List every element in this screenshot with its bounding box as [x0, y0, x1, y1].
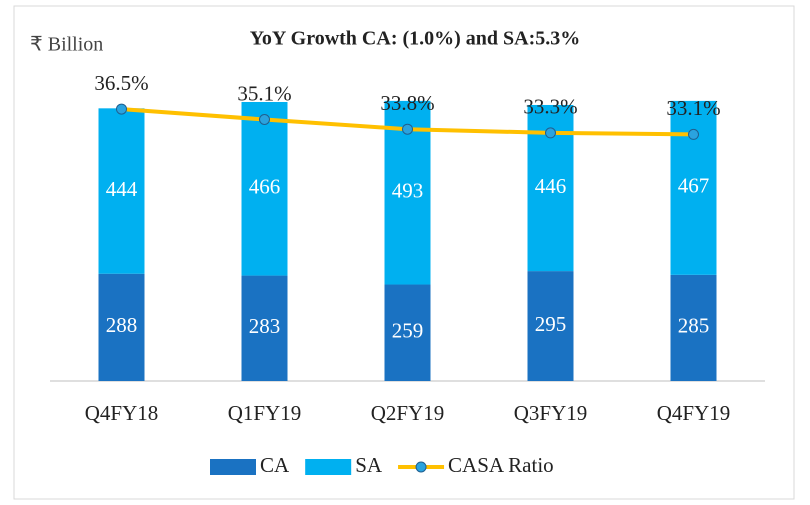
ratio-marker — [259, 114, 270, 126]
x-tick-label: Q4FY18 — [85, 401, 159, 425]
bar-value-label: 295 — [535, 312, 567, 336]
bar-value-label: 283 — [249, 314, 281, 338]
bar-value-label: 446 — [535, 174, 567, 198]
bar-value-label: 285 — [678, 314, 710, 338]
bar-value-label: 259 — [392, 319, 424, 343]
legend-swatch — [210, 459, 256, 475]
bar-value-label: 466 — [249, 175, 281, 199]
ratio-label: 36.5% — [94, 71, 148, 95]
legend-marker — [415, 461, 427, 473]
bar-value-label: 288 — [106, 313, 138, 337]
y-axis-label: ₹ Billion — [30, 34, 103, 56]
legend-swatch — [305, 459, 352, 475]
ratio-marker — [688, 128, 699, 140]
ratio-marker — [116, 103, 127, 115]
ratio-label: 33.1% — [666, 96, 720, 120]
ratio-label: 35.1% — [237, 81, 291, 105]
bar-segment — [670, 274, 717, 381]
ratio-marker — [402, 123, 413, 135]
bar-value-label: 467 — [678, 174, 710, 198]
legend-label: CASA Ratio — [448, 453, 554, 477]
bar-segment — [527, 271, 574, 381]
bar-segment — [98, 108, 145, 274]
x-tick-label: Q2FY19 — [371, 401, 445, 425]
x-tick-label: Q1FY19 — [228, 401, 302, 425]
bar-value-label: 493 — [392, 179, 424, 203]
legend-label: CA — [260, 453, 290, 477]
bar-segment — [98, 273, 145, 381]
bar-segment — [241, 101, 288, 276]
x-tick-label: Q3FY19 — [514, 401, 588, 425]
x-tick-label: Q4FY19 — [657, 401, 731, 425]
ratio-label: 33.8% — [380, 91, 434, 115]
legend-label: SA — [355, 453, 383, 477]
ratio-label: 33.3% — [523, 95, 577, 119]
bar-segment — [241, 275, 288, 381]
bar-segment — [384, 284, 431, 381]
chart-title: YoY Growth CA: (1.0%) and SA:5.3% — [250, 28, 581, 50]
ratio-marker — [545, 127, 556, 139]
bar-value-label: 444 — [106, 177, 138, 201]
